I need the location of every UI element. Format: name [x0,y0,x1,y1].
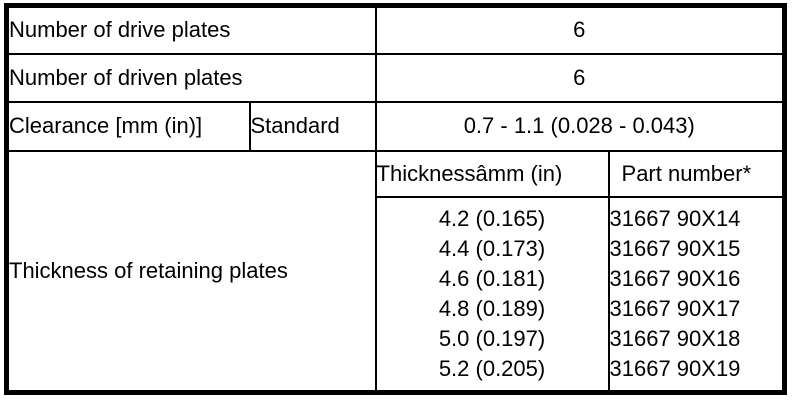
thickness-values-cell: 4.2 (0.165) 4.4 (0.173) 4.6 (0.181) 4.8 … [374,195,610,394]
part-number-column-header: Part number* [607,149,786,198]
part-numbers-list: 31667 90X14 31667 90X15 31667 90X16 3166… [609,204,783,384]
table-row: Number of drive plates 6 [5,4,786,55]
thickness-value: 4.6 (0.181) [438,265,546,291]
clearance-condition: Standard [248,100,377,152]
thickness-values-list: 4.2 (0.165) 4.4 (0.173) 4.6 (0.181) 4.8 … [378,204,607,384]
part-number-value: 31667 90X19 [609,355,741,381]
table-row: 4.2 (0.165) 4.4 (0.173) 4.6 (0.181) 4.8 … [7,195,786,394]
table-row: Clearance [mm (in)] Standard 0.7 - 1.1 (… [5,100,786,152]
clearance-label: Clearance [mm (in)] [5,100,251,152]
driven-plates-value: 6 [374,52,786,103]
thickness-value: 5.0 (0.197) [438,325,546,351]
thickness-value: 4.4 (0.173) [438,235,546,261]
table-row: Number of driven plates 6 [5,52,786,103]
thickness-value: 5.2 (0.205) [438,355,546,381]
retaining-plates-label: Thickness of retaining plates [5,149,377,394]
part-number-value: 31667 90X17 [609,295,741,321]
part-number-value: 31667 90X16 [609,265,741,291]
part-number-value: 31667 90X14 [609,205,741,231]
thickness-value: 4.8 (0.189) [438,295,546,321]
part-number-value: 31667 90X15 [609,235,741,261]
thickness-value: 4.2 (0.165) [438,205,546,231]
part-numbers-cell: 31667 90X14 31667 90X15 31667 90X16 3166… [607,195,786,394]
table-row: Thickness of retaining plates Thicknessâ… [5,149,786,394]
drive-plates-label: Number of drive plates [5,4,377,55]
driven-plates-label: Number of driven plates [5,52,377,103]
thickness-column-header: Thicknessâmm (in) [374,149,610,198]
part-number-value: 31667 90X18 [609,325,741,351]
drive-plates-value: 6 [374,4,786,55]
clearance-value: 0.7 - 1.1 (0.028 - 0.043) [374,100,786,152]
clutch-spec-table: Number of drive plates 6 Number of drive… [4,3,788,395]
